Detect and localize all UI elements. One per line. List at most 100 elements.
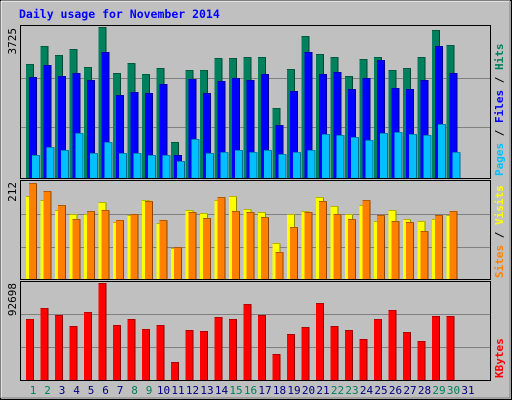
bot-bar-kbytes-25-cap [374,319,382,320]
top-bar-pages-25-cap [380,133,388,134]
top-bar-pages-24-cap [365,140,374,141]
top-bar-files-10-fill [159,84,168,178]
top-bar-files-24 [362,78,371,178]
top-bar-files-6-cap [101,52,110,53]
mid-bar-sites-20-fill [304,212,313,279]
bot-bar-kbytes-13-shade [207,331,208,380]
bot-bar-kbytes-3-cap [55,315,63,316]
bot-bar-kbytes-16-fill [243,304,252,380]
top-bar-pages-21-fill [322,134,330,178]
bot-bar-kbytes-8-fill [127,319,136,380]
top-bar-pages-24 [365,140,374,178]
top-bar-files-30-shade [456,73,458,178]
mid-bar-sites-15-shade [239,211,240,279]
legend-sep1: / [493,123,506,143]
top-bar-pages-17-cap [264,150,272,151]
bot-bar-kbytes-8-shade [134,319,136,380]
x-label-26: 26 [389,384,402,397]
mid-bar-sites-8-cap [130,214,139,215]
bot-bar-kbytes-24 [359,339,368,380]
top-bar-pages-14-cap [220,152,229,153]
bot-bar-kbytes-29-cap [432,316,440,317]
bot-bar-kbytes-25 [374,319,382,380]
bot-bar-kbytes-12-cap [185,330,194,331]
top-bar-files-19-fill [290,91,298,178]
top-bar-pages-2-cap [46,147,55,148]
mid-bar-sites-29 [435,215,443,279]
bot-bar-kbytes-14-fill [214,317,223,380]
top-legend: Pages / Files / Hits [493,44,506,177]
mid-bar-sites-19-shade [297,227,298,279]
mid-bar-sites-28-shade [427,231,429,279]
bot-bar-kbytes-9-shade [149,329,150,380]
top-bar-hits-16-cap [243,57,252,58]
mid-bar-sites-11-shade [181,247,182,279]
top-bar-files-3-fill [58,76,66,178]
mid-bar-sites-2-cap [43,191,52,192]
top-bar-pages-28-cap [423,135,432,136]
mid-bar-sites-17-cap [261,217,269,218]
bot-bar-kbytes-8 [127,319,136,380]
middle-max-label: 212 [6,182,19,202]
bot-bar-kbytes-27-cap [403,332,411,333]
mid-bar-sites-27 [406,222,414,279]
mid-bar-sites-13 [203,218,211,279]
mid-bar-sites-14-fill [217,197,226,279]
top-bar-files-17-cap [261,74,269,75]
top-bar-pages-16-fill [249,152,258,178]
bot-bar-kbytes-19-cap [287,334,295,335]
bot-bar-kbytes-23 [345,330,353,380]
top-bar-files-24-fill [362,78,371,178]
top-bar-hits-1-cap [26,64,34,65]
bot-bar-kbytes-21 [316,303,324,380]
top-bar-files-5-cap [87,80,95,81]
top-bar-pages-18-cap [278,154,287,155]
top-bar-pages-7-shade [126,153,127,178]
top-bar-files-27-cap [406,89,414,90]
panel-middle-frame [20,180,491,280]
mid-bar-visits-18-cap [272,243,281,244]
top-bar-pages-11-shade [184,161,185,178]
mid-bar-sites-12 [188,212,197,279]
x-label-25: 25 [374,384,387,397]
top-bar-pages-11-cap [177,161,185,162]
top-bar-pages-4-shade [82,133,84,178]
top-bar-pages-28 [423,135,432,178]
mid-bar-sites-11-cap [174,247,182,248]
top-bar-files-6-fill [101,52,110,178]
mid-bar-sites-26-cap [391,221,400,222]
top-bar-files-23-shade [355,89,356,178]
top-bar-files-20 [304,52,313,178]
mid-bar-sites-27-fill [406,222,414,279]
x-label-22: 22 [331,384,344,397]
bot-bar-kbytes-20 [301,327,310,380]
top-bar-pages-30-cap [452,152,461,153]
top-bar-pages-5-cap [90,153,98,154]
mid-bar-sites-26 [391,221,400,279]
top-bar-files-18-fill [275,125,284,178]
top-bar-pages-18-fill [278,154,287,178]
bot-bar-kbytes-5 [84,312,92,380]
top-bar-hits-5-cap [84,67,92,68]
top-bar-pages-14 [220,152,229,178]
mid-bar-sites-3-cap [58,205,66,206]
top-bar-files-27 [406,89,414,178]
top-bar-pages-13-shade [213,153,214,178]
bot-bar-kbytes-23-cap [345,330,353,331]
top-bar-pages-10-cap [162,155,171,156]
bottom-max-label: 92698 [6,283,19,316]
mid-bar-sites-26-fill [391,221,400,279]
bot-bar-kbytes-20-shade [308,327,310,380]
top-bar-files-18-shade [282,125,284,178]
mid-bar-sites-30-fill [449,211,458,279]
top-bar-pages-13-fill [206,153,214,178]
bot-bar-kbytes-6-fill [98,283,107,380]
x-label-10: 10 [157,384,170,397]
mid-bar-sites-20 [304,212,313,279]
bot-bar-kbytes-6 [98,283,107,380]
top-bar-files-6 [101,52,110,178]
bot-bar-kbytes-13-cap [200,331,208,332]
top-bar-files-29 [435,46,443,178]
mid-bar-sites-24-shade [369,200,371,279]
